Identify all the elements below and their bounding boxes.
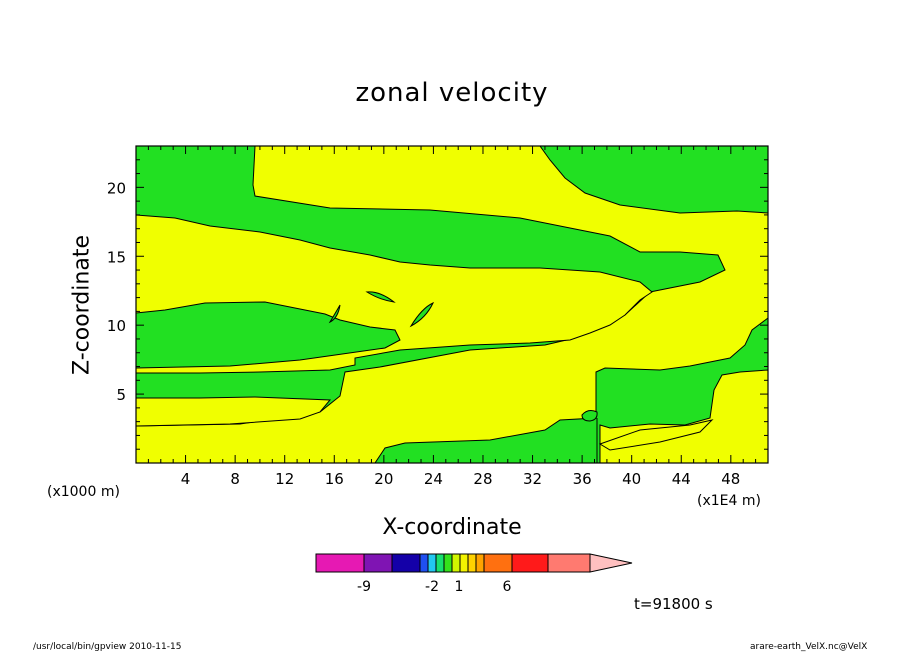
colorbar-bin — [435, 553, 445, 573]
green-island-3 — [328, 304, 341, 324]
y-axis-label: Z-coordinate — [69, 235, 95, 375]
colorbar: -9 -2 1 6 — [315, 553, 633, 595]
colorbar-bin — [547, 553, 591, 573]
time-label: t=91800 s — [634, 595, 713, 613]
yellow-band-lower — [136, 214, 653, 374]
colorbar-bin — [467, 553, 477, 573]
x-tick-label: 4 — [181, 470, 191, 488]
y-tick-label: 15 — [107, 248, 126, 266]
footer-command: /usr/local/bin/gpview 2010-11-15 — [33, 642, 182, 652]
colorbar-bin-arrow — [589, 553, 633, 573]
green-island-1 — [365, 291, 396, 303]
x-tick-label: 20 — [374, 470, 393, 488]
x-axis-label: X-coordinate — [382, 515, 522, 540]
colorbar-label: -2 — [425, 579, 439, 595]
x-tick-label: 16 — [325, 470, 344, 488]
colorbar-bin — [363, 553, 393, 573]
colorbar-label: 1 — [455, 579, 464, 595]
colorbar-bin — [451, 553, 461, 573]
yellow-band-base — [136, 396, 332, 427]
x-unit-note: (x1000 m) — [47, 484, 120, 500]
colorbar-bin — [475, 553, 485, 573]
yellow-patch-bottom — [598, 419, 714, 451]
plot-frame — [135, 145, 769, 464]
x-tick-label: 8 — [230, 470, 240, 488]
colorbar-bin — [391, 553, 421, 573]
footer-variable: arare-earth_VelX.nc@VelX — [750, 642, 868, 652]
colorbar-bin — [443, 553, 453, 573]
x-tick-label: 28 — [473, 470, 492, 488]
green-island-4 — [581, 410, 598, 422]
chart-title: zonal velocity — [355, 78, 549, 108]
contour-field — [136, 146, 768, 463]
colorbar-bin — [459, 553, 469, 573]
colorbar-bin — [483, 553, 513, 573]
x-tick-label: 44 — [672, 470, 691, 488]
green-island-2 — [409, 301, 435, 328]
colorbar-bin — [427, 553, 437, 573]
x-tick-label: 24 — [424, 470, 443, 488]
x-tick-label: 36 — [573, 470, 592, 488]
colorbar-bin — [419, 553, 429, 573]
x-tick-label: 48 — [721, 470, 740, 488]
colorbar-label: -9 — [357, 579, 371, 595]
x-tick-label: 12 — [275, 470, 294, 488]
x-tick-label: 32 — [523, 470, 542, 488]
colorbar-bin — [511, 553, 549, 573]
y-tick-label: 20 — [107, 179, 126, 197]
colorbar-label: 6 — [503, 579, 512, 595]
yellow-band-bottom — [136, 146, 768, 463]
y-tick-label: 5 — [116, 386, 126, 404]
x-tick-label: 40 — [622, 470, 641, 488]
colorbar-bin — [315, 553, 365, 573]
x-tick-unit-note: (x1E4 m) — [697, 493, 761, 509]
y-tick-label: 10 — [107, 317, 126, 335]
